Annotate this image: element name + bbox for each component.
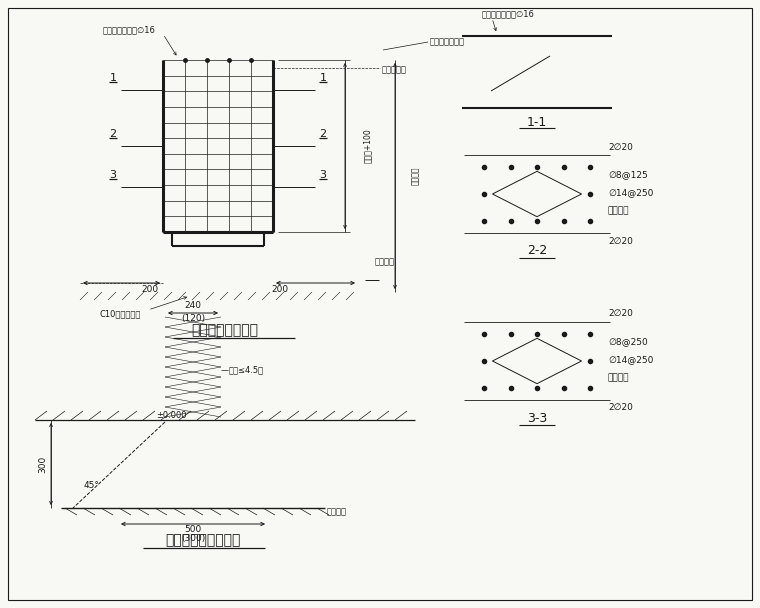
Text: 3: 3 bbox=[109, 170, 116, 180]
Text: 阅相应基础剖面: 阅相应基础剖面 bbox=[430, 38, 465, 46]
Bar bbox=[472, 36, 602, 108]
Text: 200: 200 bbox=[141, 286, 159, 294]
Text: 基础高度: 基础高度 bbox=[410, 167, 420, 185]
Text: 杯口高+100: 杯口高+100 bbox=[363, 129, 372, 164]
Text: 高杯口基础配筋图: 高杯口基础配筋图 bbox=[192, 323, 258, 337]
Bar bbox=[100, 254, 338, 274]
Text: 现场确定: 现场确定 bbox=[375, 258, 395, 266]
Polygon shape bbox=[73, 420, 313, 508]
Text: ∅8@250: ∅8@250 bbox=[608, 337, 648, 346]
Text: 2∅20: 2∅20 bbox=[608, 142, 633, 151]
Text: ±0.000: ±0.000 bbox=[156, 410, 186, 420]
Bar bbox=[80, 292, 360, 300]
Text: (300): (300) bbox=[181, 533, 205, 542]
Text: 1-1: 1-1 bbox=[527, 116, 547, 128]
Text: 45°: 45° bbox=[83, 482, 99, 491]
Bar bbox=[516, 183, 558, 205]
Text: 周边布置: 周边布置 bbox=[608, 374, 629, 382]
Text: 2-2: 2-2 bbox=[527, 244, 547, 258]
Text: ∅14@250: ∅14@250 bbox=[608, 188, 654, 197]
Text: 2∅20: 2∅20 bbox=[608, 237, 633, 246]
Bar bbox=[472, 155, 602, 233]
Text: 3: 3 bbox=[319, 170, 327, 180]
Text: 240: 240 bbox=[185, 302, 201, 311]
Text: 非承重墙基础示意图: 非承重墙基础示意图 bbox=[166, 533, 241, 547]
Text: (120): (120) bbox=[181, 314, 205, 322]
Text: ∅14@250: ∅14@250 bbox=[608, 355, 654, 364]
Text: 3-3: 3-3 bbox=[527, 412, 547, 424]
Text: 500: 500 bbox=[185, 525, 201, 533]
Text: 1: 1 bbox=[319, 73, 327, 83]
Text: 300: 300 bbox=[39, 455, 47, 472]
Bar bbox=[165, 325, 221, 420]
Text: 素土夯实: 素土夯实 bbox=[327, 508, 347, 517]
Text: 周边布置: 周边布置 bbox=[608, 207, 629, 216]
Text: 2∅20: 2∅20 bbox=[608, 309, 633, 319]
Text: 阅相应基础: 阅相应基础 bbox=[382, 66, 407, 75]
Bar bbox=[472, 322, 602, 400]
Bar bbox=[80, 274, 358, 292]
Text: 2∅20: 2∅20 bbox=[608, 404, 633, 412]
Bar bbox=[516, 350, 558, 372]
Text: 2: 2 bbox=[109, 129, 116, 139]
Text: 200: 200 bbox=[271, 286, 289, 294]
Text: ∅8@125: ∅8@125 bbox=[608, 170, 648, 179]
Text: 2: 2 bbox=[319, 129, 327, 139]
Bar bbox=[484, 334, 590, 388]
Text: 顶层焊接钢筋网∅16: 顶层焊接钢筋网∅16 bbox=[482, 10, 535, 18]
Text: 墙高≤4.5米: 墙高≤4.5米 bbox=[229, 365, 264, 375]
Bar bbox=[484, 167, 590, 221]
Bar bbox=[128, 232, 308, 254]
Text: 1: 1 bbox=[109, 73, 116, 83]
Text: 顶层焊接钢筋网∅16: 顶层焊接钢筋网∅16 bbox=[102, 26, 155, 35]
Bar bbox=[488, 50, 586, 94]
Text: C10混凝土垫层: C10混凝土垫层 bbox=[100, 309, 141, 319]
